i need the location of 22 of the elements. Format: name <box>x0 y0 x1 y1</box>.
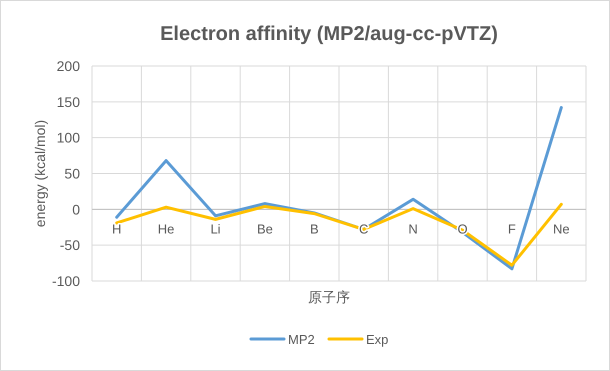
x-tick-label: Li <box>210 221 221 236</box>
y-tick-label: 100 <box>56 130 80 146</box>
x-tick-label: He <box>158 221 174 236</box>
x-tick-label: Be <box>256 221 273 236</box>
x-tick-label: O <box>457 221 468 236</box>
x-tick-label: Ne <box>552 221 570 236</box>
x-tick-label: F <box>508 221 516 236</box>
y-axis-title: energy (kcal/mol) <box>32 120 48 228</box>
y-tick-label: -100 <box>52 273 80 289</box>
y-tick-label: 150 <box>56 94 80 110</box>
y-tick-label: 50 <box>64 166 80 182</box>
x-tick-label: C <box>359 221 368 236</box>
x-tick-label: B <box>310 221 319 236</box>
x-axis-title: 原子序 <box>308 289 350 305</box>
x-tick-label: N <box>408 221 418 236</box>
y-tick-label: 200 <box>56 58 80 74</box>
y-tick-label: 0 <box>72 201 80 218</box>
legend-label: Exp <box>366 332 388 347</box>
x-tick-label: H <box>112 221 122 236</box>
chart-title: Electron affinity (MP2/aug-cc-pVTZ) <box>160 23 498 45</box>
y-tick-label: -50 <box>60 237 80 254</box>
legend-label: MP2 <box>288 332 315 347</box>
